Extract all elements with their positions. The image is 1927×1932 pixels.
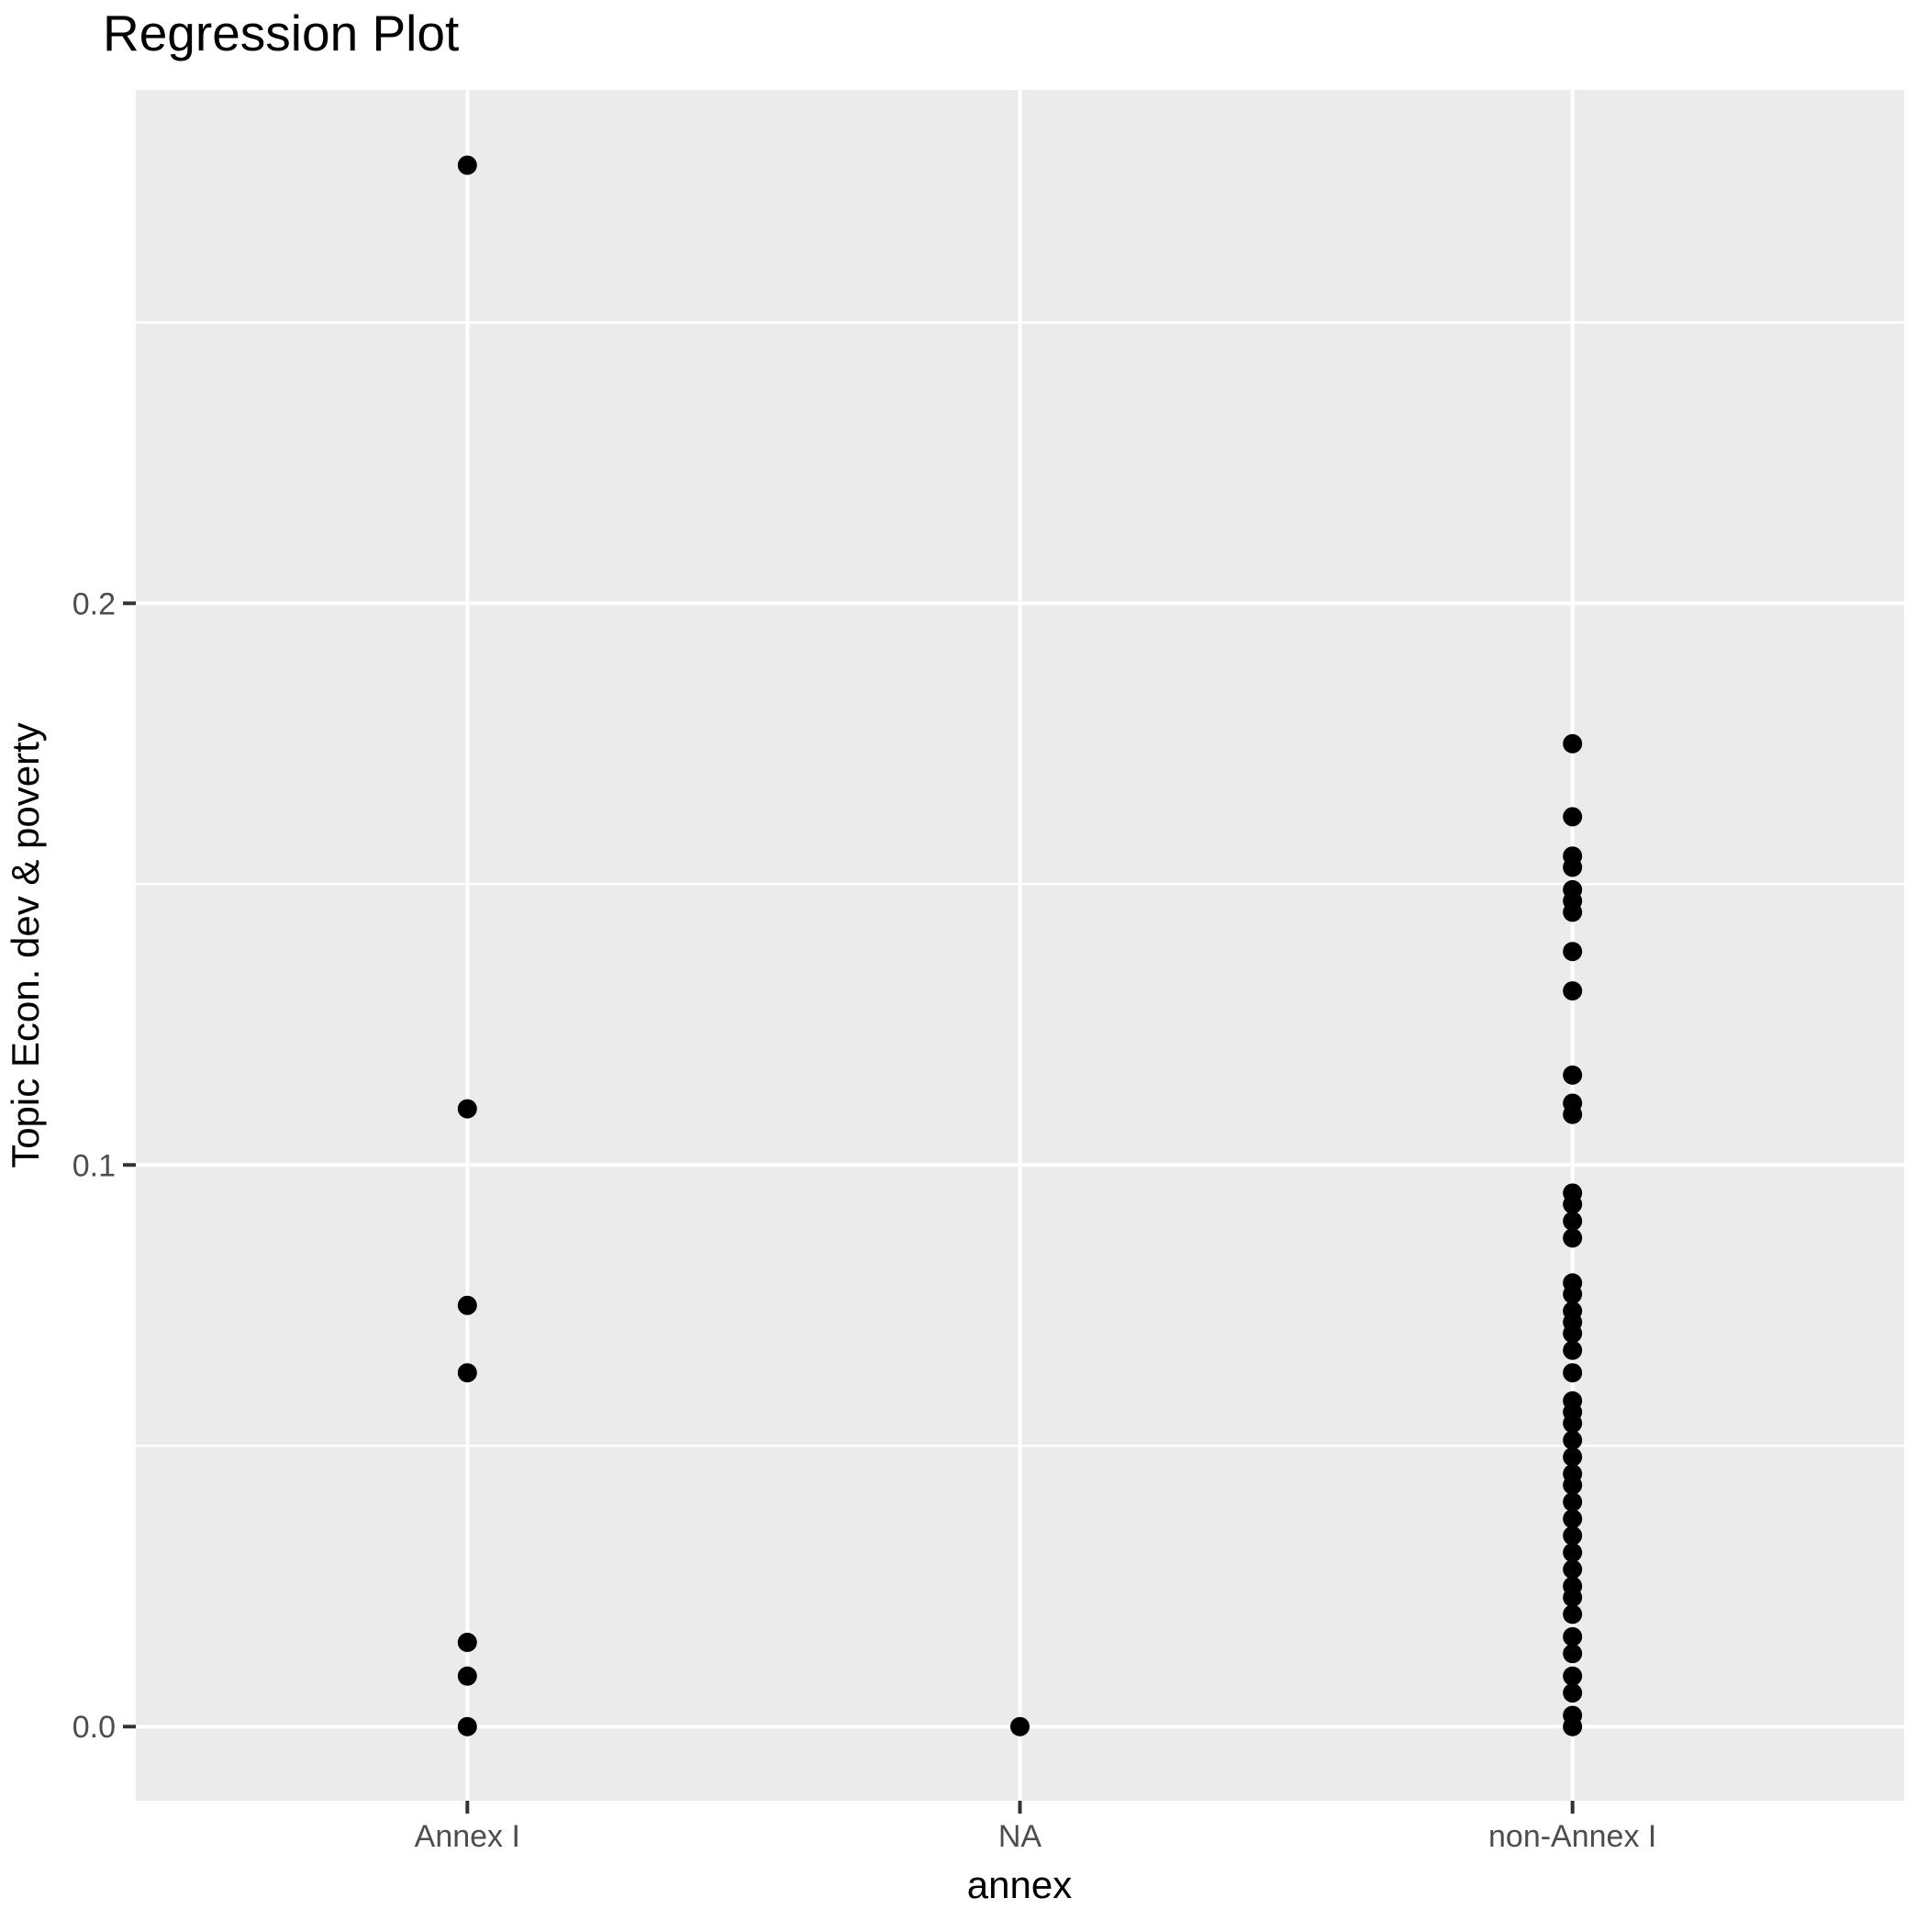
x-tick-label: non-Annex I — [1488, 1819, 1656, 1854]
data-point — [1563, 733, 1583, 754]
x-axis-title: annex — [967, 1863, 1072, 1906]
data-point — [1563, 1363, 1583, 1383]
data-point — [1563, 1430, 1583, 1450]
data-point — [1563, 1104, 1583, 1124]
data-point — [1563, 1413, 1583, 1434]
data-point — [457, 1666, 477, 1686]
data-point — [1563, 1666, 1583, 1686]
x-tick-label: NA — [998, 1819, 1042, 1854]
data-point — [1563, 1604, 1583, 1625]
data-point — [1563, 1587, 1583, 1607]
data-point — [1563, 981, 1583, 1001]
data-point — [1563, 1716, 1583, 1737]
data-point — [1563, 1491, 1583, 1512]
data-point — [1563, 1340, 1583, 1360]
data-point — [1563, 1543, 1583, 1563]
y-tick-label: 0.2 — [72, 586, 116, 621]
data-point — [1563, 1644, 1583, 1664]
data-point — [1563, 1446, 1583, 1467]
data-point — [1563, 1683, 1583, 1703]
data-point — [1563, 942, 1583, 962]
data-point — [457, 1716, 477, 1737]
data-point — [457, 1363, 477, 1383]
data-point — [1563, 1626, 1583, 1647]
data-point — [1563, 1065, 1583, 1085]
data-point — [1563, 807, 1583, 827]
data-point — [1563, 1509, 1583, 1529]
data-point — [457, 1099, 477, 1119]
data-point — [1563, 1525, 1583, 1546]
data-point — [1563, 1211, 1583, 1231]
data-points-layer — [457, 155, 1583, 1737]
data-point — [1563, 1323, 1583, 1344]
data-point — [1563, 1475, 1583, 1495]
data-point — [1563, 1228, 1583, 1248]
gridline-layer — [136, 90, 1904, 1801]
y-tick-label: 0.1 — [72, 1148, 116, 1183]
data-point — [457, 1295, 477, 1315]
data-point — [457, 1632, 477, 1652]
x-tick-label: Annex I — [415, 1819, 520, 1854]
data-point — [1563, 857, 1583, 877]
data-point — [1563, 902, 1583, 922]
axis-ticks-layer — [123, 601, 1575, 1814]
data-point — [1563, 1559, 1583, 1580]
data-point — [1010, 1716, 1030, 1737]
data-point — [1563, 1194, 1583, 1214]
data-point — [1563, 1284, 1583, 1304]
data-point — [457, 155, 477, 175]
tick-labels-layer: 0.0 0.1 0.2 Annex I NA non-Annex I — [72, 586, 1657, 1854]
y-tick-label: 0.0 — [72, 1710, 116, 1745]
plot-title: Regression Plot — [103, 5, 459, 61]
y-axis-title: Topic Econ. dev & poverty — [4, 722, 47, 1168]
